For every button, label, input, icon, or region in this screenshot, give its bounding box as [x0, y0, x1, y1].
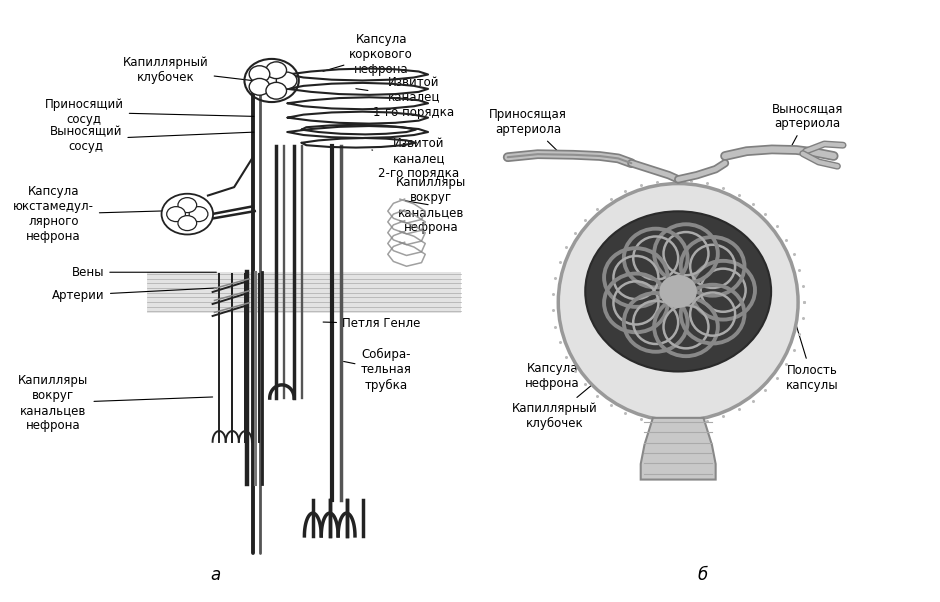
Text: Полость
капсулы: Полость капсулы	[786, 318, 838, 392]
Text: а: а	[211, 566, 221, 585]
Text: Капиллярный
клубочек: Капиллярный клубочек	[123, 56, 264, 84]
Ellipse shape	[558, 184, 798, 421]
Text: Приносящий
сосуд: Приносящий сосуд	[45, 98, 254, 126]
Text: Выносящий
сосуд: Выносящий сосуд	[50, 125, 254, 154]
Text: Капилляры
вокруг
канальцев
нефрона: Капилляры вокруг канальцев нефрона	[18, 374, 212, 432]
Ellipse shape	[166, 206, 185, 222]
Text: Приносящая
артериола: Приносящая артериола	[490, 108, 567, 155]
Text: Собира-
тельная
трубка: Собира- тельная трубка	[344, 349, 412, 391]
Ellipse shape	[249, 66, 270, 82]
Text: Извитой
каналец
1-го порядка: Извитой каналец 1-го порядка	[356, 76, 455, 119]
Text: Капсула
нефрона: Капсула нефрона	[525, 322, 629, 390]
Ellipse shape	[178, 197, 196, 213]
Polygon shape	[147, 272, 461, 313]
Text: Вены: Вены	[71, 265, 216, 279]
Ellipse shape	[266, 62, 287, 79]
Ellipse shape	[276, 72, 297, 89]
Text: б: б	[697, 566, 708, 585]
Ellipse shape	[249, 78, 270, 95]
Polygon shape	[641, 418, 715, 480]
Text: Капсула
коркового
нефрона: Капсула коркового нефрона	[323, 33, 413, 76]
Text: Капилляры
вокруг
канальцев
нефрона: Капилляры вокруг канальцев нефрона	[396, 176, 466, 234]
Text: Петля Генле: Петля Генле	[323, 317, 420, 330]
Ellipse shape	[189, 206, 208, 222]
Ellipse shape	[178, 216, 196, 231]
Text: Извитой
каналец
2-го порядка: Извитой каналец 2-го порядка	[372, 137, 460, 180]
Text: Капсула
юкстамедул-
лярного
нефрона: Капсула юкстамедул- лярного нефрона	[13, 185, 196, 243]
Ellipse shape	[660, 275, 697, 308]
Ellipse shape	[586, 211, 771, 371]
Ellipse shape	[162, 194, 213, 235]
Text: Выносящая
артериола: Выносящая артериола	[772, 102, 843, 149]
Ellipse shape	[266, 82, 287, 99]
Text: Артерии: Артерии	[53, 288, 216, 302]
Text: Капиллярный
клубочек: Капиллярный клубочек	[511, 340, 646, 430]
